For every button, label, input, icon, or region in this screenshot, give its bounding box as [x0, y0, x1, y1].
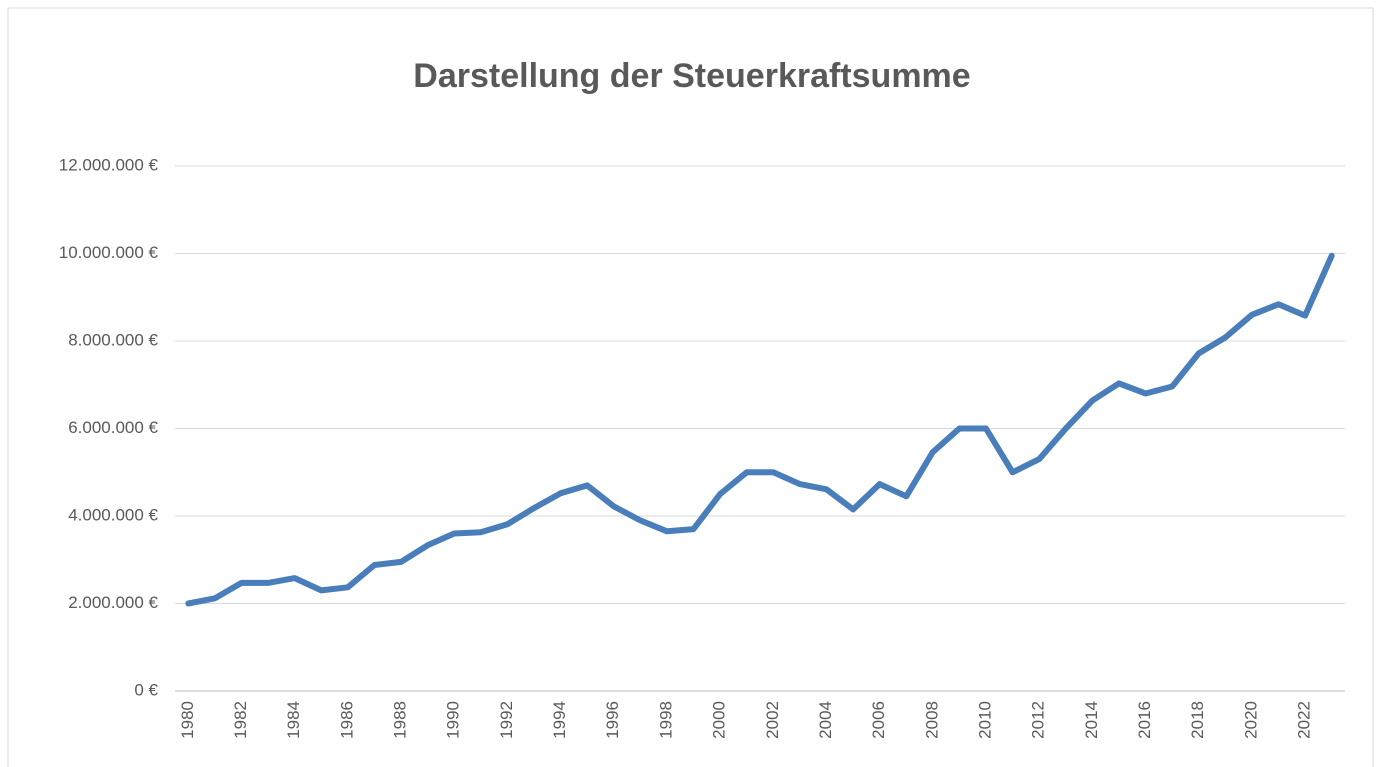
y-tick-label: 4.000.000 €	[68, 505, 158, 524]
x-tick-label: 2020	[1241, 701, 1260, 739]
x-tick-label: 1994	[550, 701, 569, 739]
x-tick-label: 2002	[763, 701, 782, 739]
x-tick-label: 2000	[710, 701, 729, 739]
x-tick-label: 2022	[1295, 701, 1314, 739]
y-tick-label: 2.000.000 €	[68, 593, 158, 612]
x-tick-label: 1984	[284, 701, 303, 739]
x-tick-label: 2010	[976, 701, 995, 739]
x-tick-label: 1992	[497, 701, 516, 739]
x-tick-label: 1980	[178, 701, 197, 739]
x-tick-label: 2014	[1082, 701, 1101, 739]
y-tick-label: 8.000.000 €	[68, 330, 158, 349]
x-tick-label: 1990	[444, 701, 463, 739]
chart-frame	[7, 7, 1374, 767]
x-tick-label: 2004	[816, 701, 835, 739]
data-line	[185, 252, 1335, 607]
y-tick-label: 6.000.000 €	[68, 418, 158, 437]
y-tick-label: 12.000.000 €	[59, 155, 159, 174]
x-tick-label: 1988	[391, 701, 410, 739]
x-tick-label: 2012	[1029, 701, 1048, 739]
x-tick-label: 2008	[922, 701, 941, 739]
chart-title: Darstellung der Steuerkraftsumme	[413, 57, 970, 95]
y-tick-label: 10.000.000 €	[59, 243, 159, 262]
x-tick-label: 1998	[656, 701, 675, 739]
x-tick-label: 2016	[1135, 701, 1154, 739]
x-tick-label: 1982	[231, 701, 250, 739]
x-tick-label: 1986	[337, 701, 356, 739]
x-tick-label: 2018	[1188, 701, 1207, 739]
x-tick-label: 1996	[603, 701, 622, 739]
x-tick-label: 2006	[869, 701, 888, 739]
y-tick-label: 0 €	[134, 680, 158, 699]
